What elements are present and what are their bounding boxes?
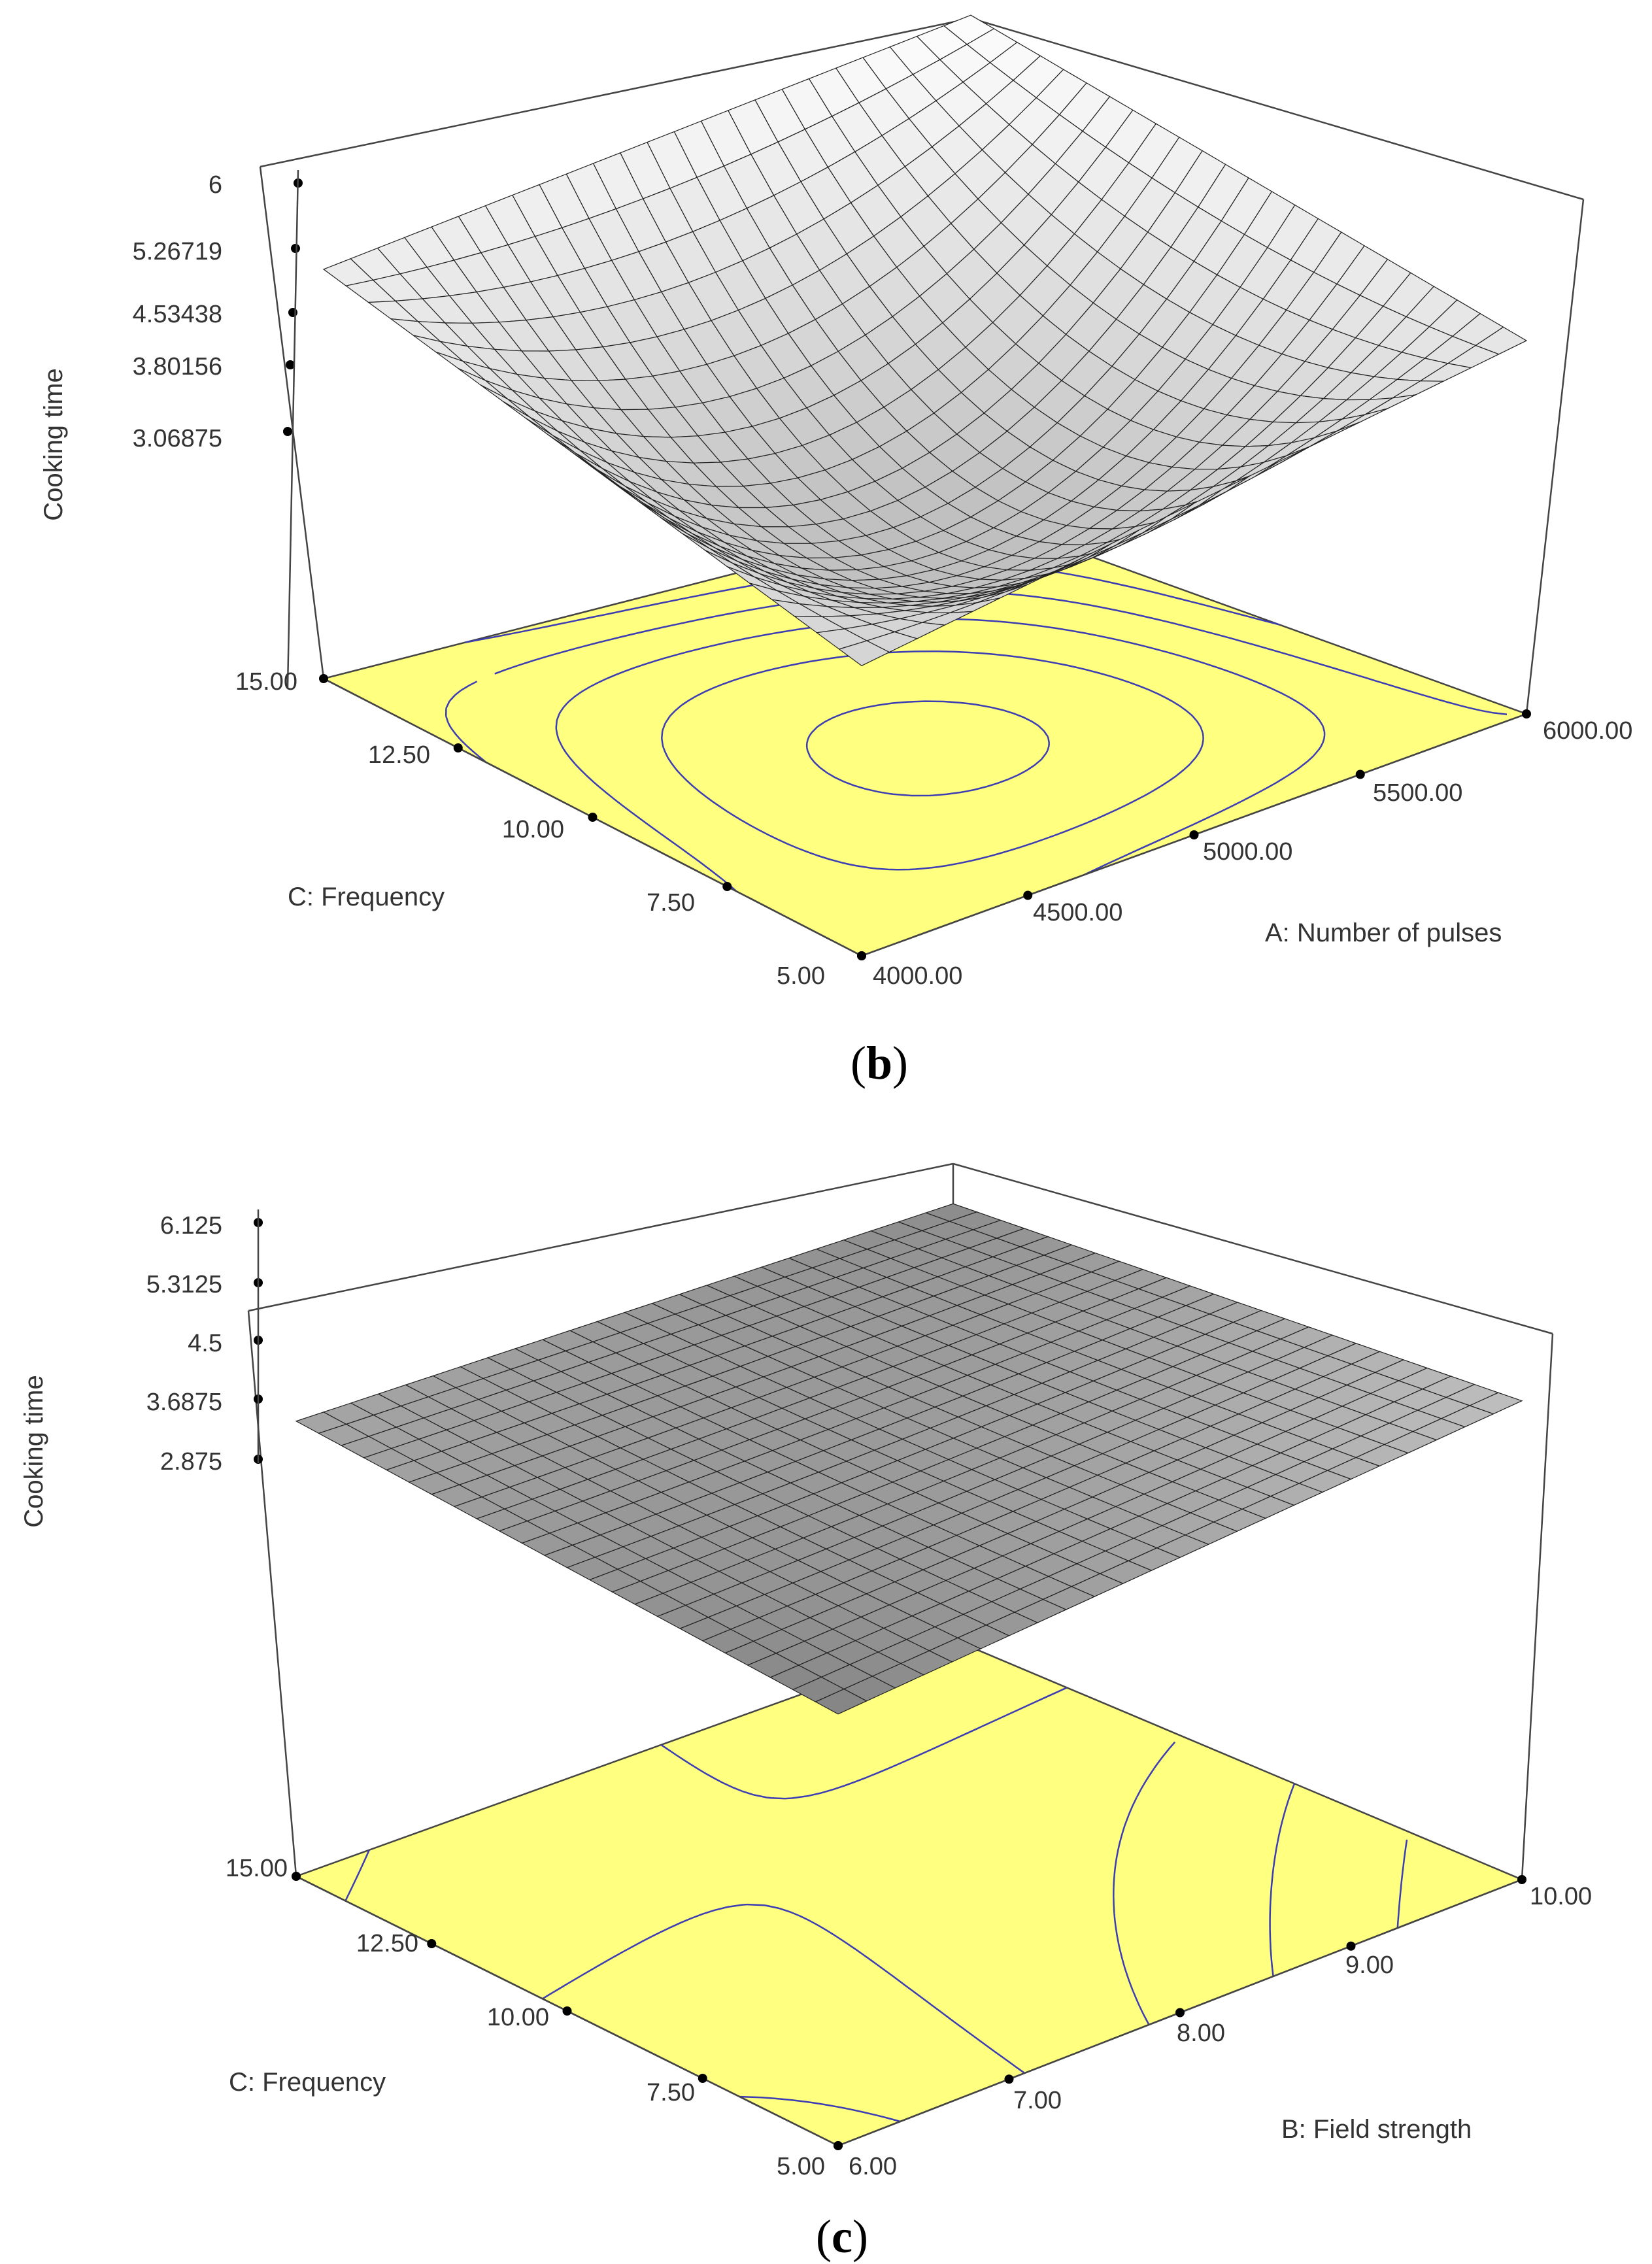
c-x-tick-labels: 6.00 7.00 8.00 9.00 10.00 <box>849 1883 1592 2180</box>
b-y-tick-label: 10.00 <box>502 816 564 843</box>
b-x-tick-dot <box>1023 890 1033 900</box>
b-y-tick-dot <box>722 882 732 891</box>
b-x-tick-labels: 4000.00 4500.00 5000.00 5500.00 6000.00 <box>873 717 1632 990</box>
c-x-tick-dot <box>1004 2074 1014 2084</box>
b-x-tick-label: 5000.00 <box>1203 838 1292 866</box>
c-x-tick-label: 9.00 <box>1345 1951 1394 1979</box>
c-back-left-top-edge <box>248 1162 954 1312</box>
b-z-tick-dot <box>283 427 292 436</box>
c-panel-label-open: ( <box>816 2210 832 2263</box>
c-y-tick-label: 5.00 <box>777 2153 825 2180</box>
c-x-axis-label: B: Field strength <box>1281 2115 1472 2144</box>
c-z-tick-label: 3.6875 <box>146 1389 222 1416</box>
c-y-axis-label: C: Frequency <box>229 2068 386 2097</box>
c-y-tick-dot <box>292 1872 301 1881</box>
b-y-tick-dot <box>857 951 866 960</box>
b-y-tick-label: 15.00 <box>235 668 297 696</box>
b-z-tick-labels: 3.06875 3.80156 4.53438 5.26719 6 <box>133 171 222 452</box>
c-x-tick-label: 6.00 <box>849 2153 897 2180</box>
b-panel-label-letter: b <box>866 1037 892 1089</box>
b-y-tick-labels: 5.00 7.50 10.00 12.50 15.00 <box>235 668 825 990</box>
c-contour-line <box>1396 1839 1408 1929</box>
b-y-axis-label: C: Frequency <box>288 883 445 911</box>
b-z-tick-dot <box>291 244 300 253</box>
b-left-vertical-edge <box>259 166 325 679</box>
b-x-tick-label: 5500.00 <box>1373 779 1462 807</box>
b-back-left-top-edge <box>260 17 971 168</box>
c-y-tick-dot <box>834 2141 843 2150</box>
b-axis-ticks <box>283 169 1531 960</box>
b-right-vertical-edge <box>1525 199 1585 715</box>
b-y-tick-label: 7.50 <box>647 889 695 917</box>
c-x-tick-label: 8.00 <box>1177 2019 1225 2047</box>
b-x-tick-dot <box>1355 769 1365 779</box>
b-y-tick-dot <box>319 674 328 683</box>
c-y-tick-label: 10.00 <box>487 2004 549 2031</box>
c-x-tick-dot <box>1346 1941 1356 1951</box>
b-z-axis-label: Cooking time <box>39 368 68 520</box>
c-y-tick-labels: 5.00 7.50 10.00 12.50 15.00 <box>226 1855 825 2180</box>
c-panel-label-letter: c <box>832 2210 852 2263</box>
c-z-tick-label: 5.3125 <box>146 1271 222 1298</box>
c-z-tick-label: 4.5 <box>188 1330 222 1357</box>
c-response-surface <box>295 1203 1523 1715</box>
c-right-vertical-edge <box>1521 1333 1554 1880</box>
c-y-tick-label: 15.00 <box>226 1855 288 1882</box>
c-x-tick-label: 10.00 <box>1530 1883 1592 1910</box>
b-panel-label-close: ) <box>892 1037 908 1089</box>
panel-c-surface-plot: 2.875 3.6875 4.5 5.3125 6.125 Cooking ti… <box>20 1162 1592 2263</box>
c-contour-line <box>1269 1783 1296 1977</box>
c-floor-plane <box>294 1638 1525 2147</box>
c-left-vertical-edge <box>247 1310 297 1877</box>
c-contour-lines <box>345 1687 1408 2123</box>
c-z-tick-labels: 2.875 3.6875 4.5 5.3125 6.125 <box>146 1212 222 1476</box>
b-y-tick-label: 12.50 <box>368 741 430 769</box>
b-z-tick-label: 4.53438 <box>133 301 222 328</box>
b-x-tick-label: 4500.00 <box>1033 899 1122 926</box>
b-y-tick-dot <box>453 743 463 752</box>
b-z-tick-label: 6 <box>209 171 222 199</box>
b-panel-label: (b) <box>851 1037 908 1089</box>
b-z-tick-dot <box>286 360 295 369</box>
b-panel-label-open: ( <box>851 1037 866 1089</box>
c-y-tick-label: 7.50 <box>647 2079 695 2106</box>
c-y-tick-dot <box>427 1939 437 1948</box>
c-y-tick-label: 12.50 <box>356 1930 418 1957</box>
c-contour-floor <box>294 1638 1525 2147</box>
b-x-tick-dot <box>1189 830 1199 839</box>
c-y-tick-dot <box>698 2074 707 2083</box>
b-z-tick-label: 3.80156 <box>133 353 222 380</box>
c-surface-facet <box>815 1688 868 1715</box>
c-panel-label-close: ) <box>852 2210 868 2263</box>
b-response-surface <box>322 14 1528 666</box>
c-contour-line <box>542 1687 1068 2074</box>
c-panel-label: (c) <box>816 2210 868 2263</box>
b-contour-line <box>661 650 1204 871</box>
b-x-tick-label: 4000.00 <box>873 962 962 990</box>
c-z-axis-label: Cooking time <box>20 1375 48 1527</box>
b-x-axis-label: A: Number of pulses <box>1265 919 1502 947</box>
b-z-axis-line <box>286 169 299 688</box>
c-x-tick-dot <box>1517 1875 1526 1884</box>
b-y-tick-dot <box>588 813 598 822</box>
c-y-tick-dot <box>562 2006 572 2016</box>
c-contour-line <box>345 1741 1176 2025</box>
b-contour-line <box>805 700 1051 797</box>
c-x-tick-dot <box>1175 2008 1185 2018</box>
b-z-tick-label: 5.26719 <box>133 238 222 265</box>
c-back-right-top-edge <box>952 1162 1553 1335</box>
panel-b-surface-plot: 3.06875 3.80156 4.53438 5.26719 6 Cookin… <box>39 14 1632 1089</box>
c-axis-ticks <box>254 1209 1526 2150</box>
c-z-tick-label: 6.125 <box>160 1212 222 1240</box>
b-x-tick-dot <box>1522 709 1531 718</box>
c-z-tick-label: 2.875 <box>160 1448 222 1476</box>
c-contour-line <box>739 2095 901 2123</box>
b-surface-facet <box>838 640 890 666</box>
b-z-tick-label: 3.06875 <box>133 425 222 452</box>
c-x-tick-label: 7.00 <box>1013 2087 1062 2114</box>
b-back-right-top-edge <box>970 17 1584 201</box>
b-x-tick-label: 6000.00 <box>1543 717 1632 745</box>
b-y-tick-label: 5.00 <box>777 962 825 990</box>
